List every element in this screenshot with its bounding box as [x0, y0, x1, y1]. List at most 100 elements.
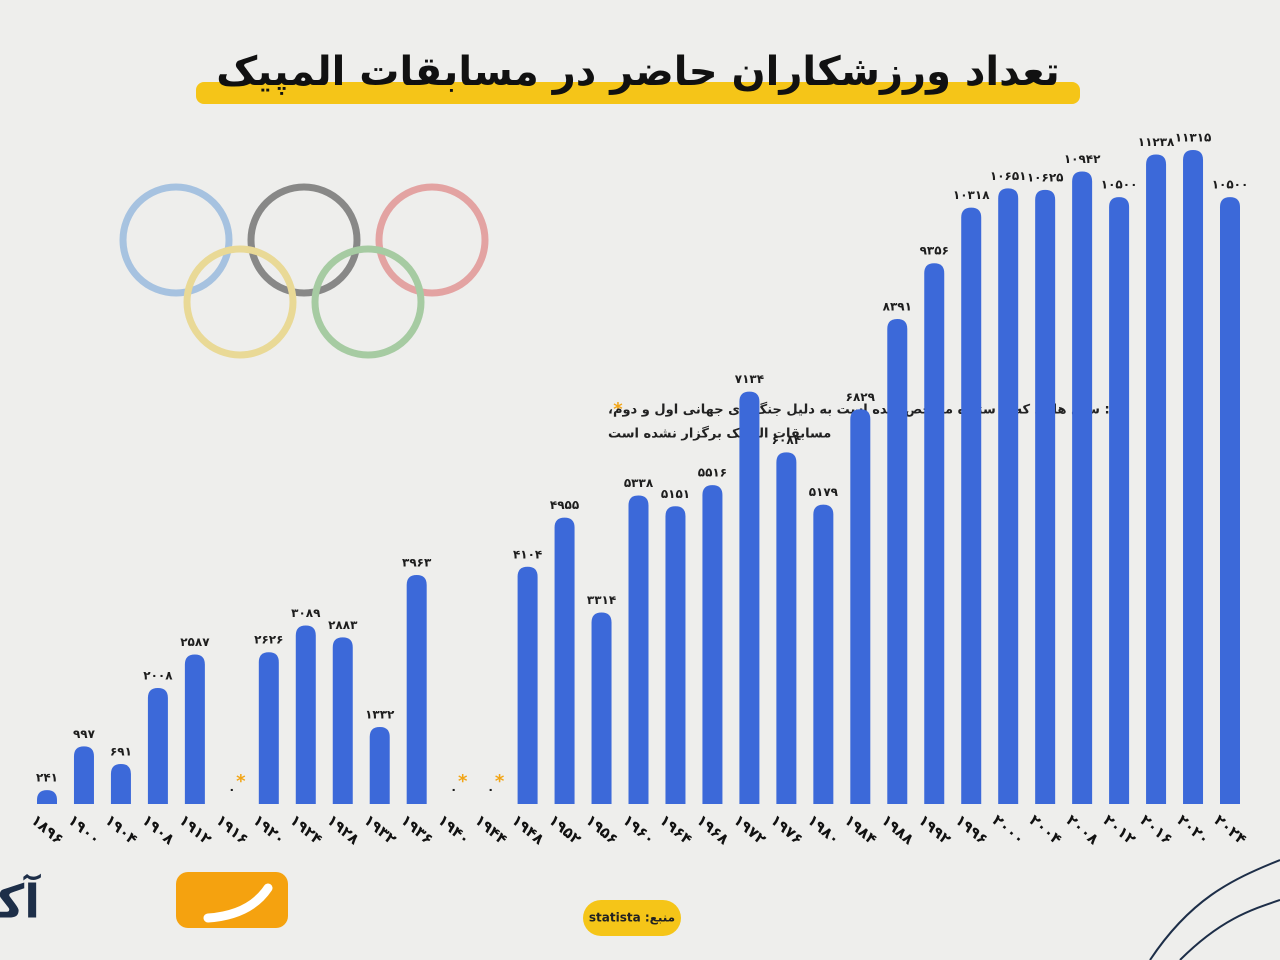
bar — [147, 687, 168, 804]
x-tick-label: ۲۰۰۴ — [1026, 811, 1066, 848]
bar — [369, 727, 390, 804]
logo-icon-mark — [203, 883, 273, 923]
bar — [332, 637, 353, 804]
x-tick-label: ۲۰۲۴ — [1211, 811, 1251, 848]
value-label: ۹۳۵۶ — [920, 244, 949, 258]
bar — [37, 790, 57, 804]
logo-icon — [176, 872, 288, 928]
value-label: ۵۱۷۹ — [809, 485, 839, 499]
bar — [961, 207, 982, 804]
value-label: ۴۱۰۴ — [513, 547, 542, 561]
x-tick-label: ۲۰۱۶ — [1137, 811, 1177, 848]
bar — [1072, 171, 1093, 804]
value-label: ۵۳۳۸ — [624, 476, 654, 490]
value-label: ۵۱۵۱ — [661, 487, 690, 501]
x-tick-label: ۱۹۴۴ — [471, 811, 511, 848]
bar — [1146, 154, 1167, 804]
value-label: ۰ — [487, 783, 494, 797]
bar — [1109, 197, 1130, 804]
bar — [665, 506, 686, 804]
value-label: ۷۱۳۴ — [735, 372, 764, 386]
x-tick-label: ۱۹۱۲ — [175, 811, 215, 848]
value-label: ۱۰۹۴۲ — [1064, 152, 1101, 166]
bar — [813, 504, 834, 804]
logo-text: آکافمک — [0, 874, 41, 929]
bar — [110, 764, 131, 804]
x-tick-label: ۱۹۷۲ — [730, 811, 770, 848]
value-label: ۱۱۲۳۸ — [1138, 135, 1175, 149]
value-label: ۱۰۶۵۱ — [990, 169, 1027, 183]
x-tick-label: ۲۰۱۲ — [1100, 811, 1140, 848]
value-label: ۰ — [228, 783, 235, 797]
x-tick-label: ۲۰۲۰ — [1174, 811, 1214, 848]
bar — [406, 574, 427, 804]
war-star: * — [236, 771, 246, 792]
x-tick-label: ۱۹۹۶ — [952, 811, 992, 848]
bar — [998, 188, 1019, 804]
x-tick-label: ۱۹۲۰ — [249, 811, 289, 848]
x-tick-label: ۱۸۹۶ — [28, 811, 68, 848]
x-tick-label: ۱۹۳۶ — [397, 811, 437, 848]
bar — [591, 612, 612, 804]
x-tick-label: ۱۹۸۸ — [878, 811, 918, 848]
bar — [295, 625, 316, 804]
value-label: ۹۹۷ — [73, 727, 96, 741]
x-tick-label: ۱۹۶۰ — [619, 811, 659, 848]
value-label: ۲۸۸۳ — [328, 618, 358, 632]
value-label: ۱۰۵۰۰ — [1101, 178, 1138, 192]
bar — [702, 485, 723, 804]
war-star: * — [458, 771, 468, 792]
value-label: ۱۰۵۰۰ — [1212, 178, 1249, 192]
chart-title: تعداد ورزشکاران حاضر در مسابقات المپیک — [216, 49, 1060, 95]
x-tick-label: ۱۹۵۲ — [545, 811, 585, 848]
value-label: ۰ — [450, 783, 457, 797]
value-label: ۶۹۱ — [110, 745, 132, 759]
bar — [184, 654, 205, 804]
source: منبع: statista — [589, 911, 675, 925]
value-label: ۳۳۱۴ — [587, 593, 616, 607]
value-label: ۶۰۸۴ — [772, 433, 801, 447]
bar — [739, 391, 760, 804]
bar — [924, 263, 945, 804]
x-tick-label: ۲۰۰۸ — [1063, 811, 1103, 848]
x-tick-label: ۱۹۸۴ — [841, 811, 881, 848]
x-tick-label: ۱۹۶۴ — [656, 811, 696, 848]
x-tick-label: ۱۹۴۰ — [434, 811, 474, 848]
decor-curve — [1149, 859, 1280, 960]
title-highlight — [196, 82, 1080, 104]
value-label: ۵۵۱۶ — [698, 466, 727, 480]
value-label: ۶۸۲۹ — [846, 390, 876, 404]
x-tick-label: ۱۹۶۸ — [693, 811, 733, 848]
value-label: ۲۵۸۷ — [180, 635, 210, 649]
x-tick-label: ۱۹۴۸ — [508, 811, 548, 848]
x-tick-label: ۱۹۱۶ — [212, 811, 252, 848]
value-label: ۲۰۰۸ — [143, 668, 173, 682]
x-tick-label: ۱۹۲۴ — [286, 811, 326, 848]
x-tick-label: ۱۹۰۰ — [64, 811, 104, 848]
bar — [258, 652, 279, 804]
bar — [887, 319, 908, 804]
value-label: ۸۳۹۱ — [883, 300, 912, 314]
x-tick-label: ۲۰۰۰ — [989, 811, 1029, 848]
x-tick-label: ۱۹۰۴ — [101, 811, 141, 848]
x-tick-label: ۱۹۵۶ — [582, 811, 622, 848]
note-symbol: * — [613, 399, 623, 420]
x-tick-label: ۱۹۲۸ — [323, 811, 363, 848]
x-tick-label: ۱۹۳۲ — [360, 811, 400, 848]
note-line: مسابقات المپیک برگزار نشده است — [608, 426, 831, 442]
bar — [554, 517, 575, 804]
value-label: ۲۴۱ — [36, 771, 58, 785]
x-tick-label: ۱۹۷۶ — [767, 811, 807, 848]
bar — [1035, 189, 1056, 804]
olympic-rings — [119, 183, 489, 359]
value-label: ۱۳۳۲ — [365, 708, 395, 722]
x-tick-label: ۱۹۸۰ — [804, 811, 844, 848]
value-label: ۱۱۳۱۵ — [1175, 131, 1212, 145]
x-tick-label: ۱۹۰۸ — [138, 811, 178, 848]
value-label: ۴۹۵۵ — [550, 498, 579, 512]
value-label: ۳۹۶۳ — [402, 555, 432, 569]
bar — [776, 452, 797, 804]
source-pill — [583, 900, 681, 936]
bar — [73, 746, 94, 804]
